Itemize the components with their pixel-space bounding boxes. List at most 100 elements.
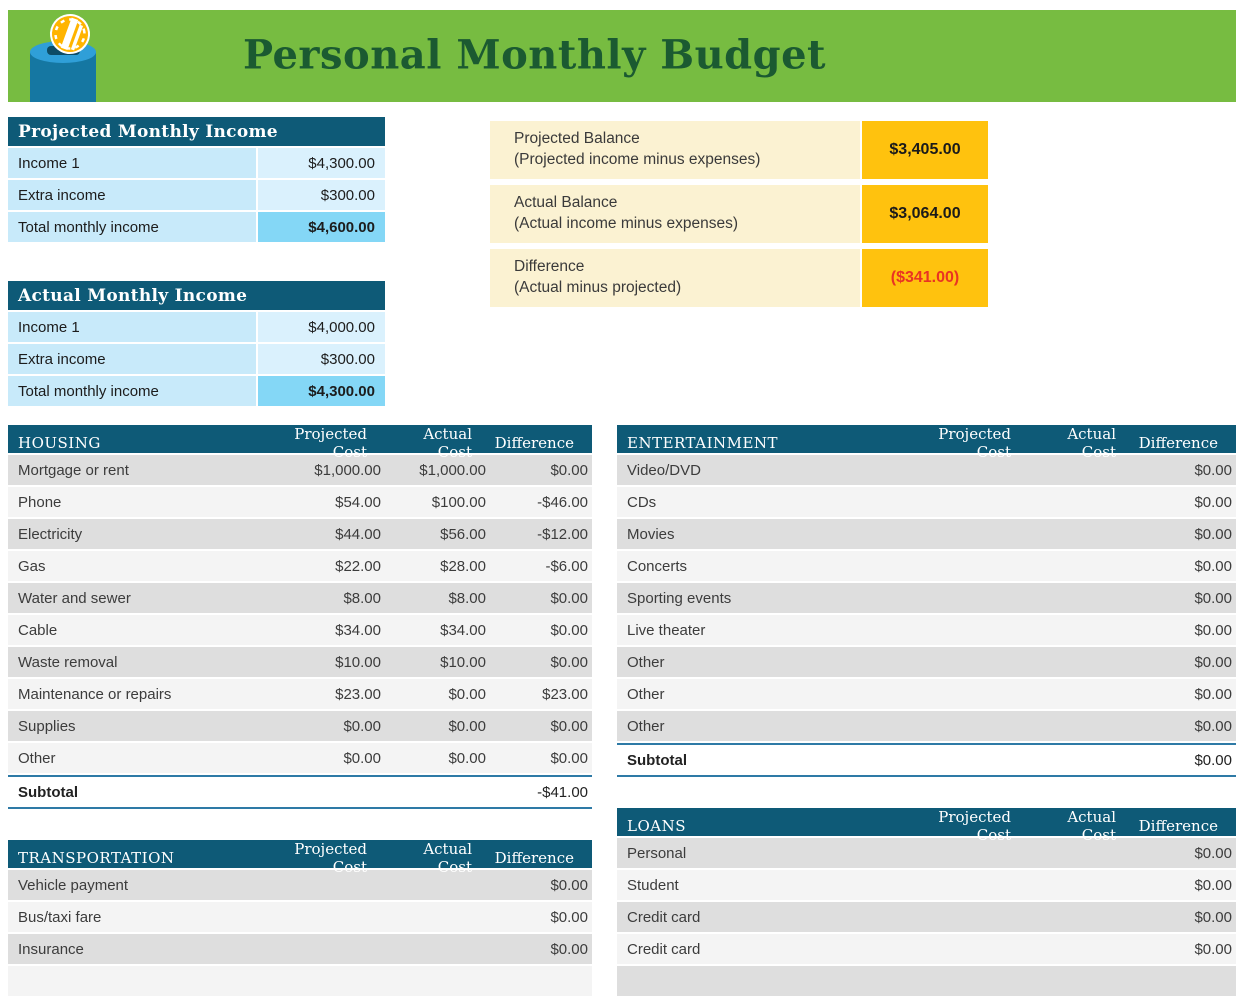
expense-value-cell[interactable]: $8.00 — [343, 589, 381, 607]
expense-row-label-cell[interactable]: Concerts — [627, 557, 688, 575]
expense-row-label-cell[interactable]: Mortgage or rent — [18, 461, 129, 479]
balance-row-label-cell[interactable]: Projected Balance (Projected income minus… — [490, 121, 860, 179]
expense-value-cell[interactable]: $0.00 — [1194, 589, 1232, 607]
expense-value-cell[interactable]: -$46.00 — [537, 493, 588, 511]
expense-row-label-cell[interactable]: Credit card — [627, 940, 701, 958]
expense-row-label-cell[interactable]: CDs — [627, 493, 657, 511]
income-tables: Projected Monthly Income Income 1 $4,300.0… — [8, 117, 385, 408]
expense-value-cell[interactable]: $0.00 — [1194, 461, 1232, 479]
table-row: CDs $0.00 — [617, 487, 1236, 517]
expense-value-cell[interactable]: $0.00 — [1194, 621, 1232, 639]
expense-value-cell[interactable]: $0.00 — [343, 749, 381, 767]
expense-value-cell[interactable]: $0.00 — [1194, 876, 1232, 894]
expense-value-cell[interactable]: $0.00 — [550, 749, 588, 767]
table-row: Personal $0.00 — [617, 838, 1236, 868]
expense-value-cell[interactable]: $10.00 — [440, 653, 486, 671]
expense-table: ENTERTAINMENT Projected Cost Actual Cost Di… — [617, 425, 1236, 777]
expense-value-cell[interactable]: $0.00 — [1194, 557, 1232, 575]
expense-value-cell[interactable]: $0.00 — [448, 717, 486, 735]
expense-row-label-cell[interactable]: Movies — [627, 525, 675, 543]
expense-value-cell[interactable]: $23.00 — [335, 685, 381, 703]
expense-value-cell[interactable]: $0.00 — [550, 621, 588, 639]
income-row-value-cell[interactable]: $300.00 — [258, 344, 385, 374]
expense-value-cell[interactable]: $0.00 — [1194, 493, 1232, 511]
income-row-label-cell[interactable]: Total monthly income — [8, 376, 256, 406]
expense-value-cell[interactable]: $0.00 — [550, 908, 588, 926]
income-row-value-cell[interactable]: $4,600.00 — [258, 212, 385, 242]
expense-value-cell[interactable]: $0.00 — [448, 749, 486, 767]
expense-value-cell[interactable]: $1,000.00 — [419, 461, 486, 479]
expense-row-label-cell[interactable]: Maintenance or repairs — [18, 685, 172, 703]
income-row-value-cell[interactable]: $300.00 — [258, 180, 385, 210]
expense-row-label-cell[interactable]: Gas — [18, 557, 46, 575]
income-row-label-cell[interactable]: Total monthly income — [8, 212, 256, 242]
expense-value-cell[interactable]: $0.00 — [1194, 844, 1232, 862]
expense-value-cell[interactable]: $0.00 — [550, 876, 588, 894]
expense-row-label-cell[interactable]: Waste removal — [18, 653, 118, 671]
income-row: Extra income $300.00 — [8, 344, 385, 374]
expense-value-cell[interactable]: $0.00 — [550, 717, 588, 735]
income-row-label-cell[interactable]: Extra income — [8, 344, 256, 374]
expense-table: HOUSING Projected Cost Actual Cost Differen… — [8, 425, 592, 809]
expense-value-cell[interactable]: $100.00 — [431, 493, 486, 511]
balance-row-label-cell[interactable]: Actual Balance (Actual income minus expen… — [490, 185, 860, 243]
expense-value-cell[interactable]: $23.00 — [542, 685, 588, 703]
income-row-value-cell[interactable]: $4,300.00 — [258, 148, 385, 178]
expense-value-cell[interactable]: $0.00 — [1194, 653, 1232, 671]
table-row: Electricity $44.00 $56.00 -$12.00 — [8, 519, 592, 549]
income-row-label-cell[interactable]: Extra income — [8, 180, 256, 210]
expense-value-cell[interactable]: $54.00 — [335, 493, 381, 511]
expense-row-label-cell[interactable]: Other — [627, 685, 665, 703]
expense-row-label-cell[interactable]: Supplies — [18, 717, 76, 735]
balance-value-cell[interactable]: $3,405.00 — [862, 121, 988, 179]
expense-value-cell[interactable]: $0.00 — [550, 653, 588, 671]
expense-value-cell[interactable]: $22.00 — [335, 557, 381, 575]
expense-value-cell[interactable]: $0.00 — [550, 589, 588, 607]
expense-row-label-cell[interactable]: Bus/taxi fare — [18, 908, 102, 926]
expense-row-label-cell[interactable]: Insurance — [18, 940, 84, 958]
expense-value-cell[interactable]: $8.00 — [448, 589, 486, 607]
expense-value-cell[interactable]: $1,000.00 — [314, 461, 381, 479]
page-title: Personal Monthly Budget — [242, 31, 827, 79]
expense-value-cell[interactable]: $0.00 — [448, 685, 486, 703]
expense-value-cell[interactable]: $0.00 — [1194, 908, 1232, 926]
expense-value-cell[interactable]: $0.00 — [343, 717, 381, 735]
balance-value-cell[interactable]: ($341.00) — [862, 249, 988, 307]
expense-row-label-cell[interactable]: Personal — [627, 844, 687, 862]
expense-row-label-cell[interactable]: Electricity — [18, 525, 83, 543]
expense-value-cell[interactable]: $0.00 — [550, 461, 588, 479]
expense-value-cell[interactable]: $0.00 — [1194, 525, 1232, 543]
expense-value-cell[interactable]: $0.00 — [550, 940, 588, 958]
balance-value-cell[interactable]: $3,064.00 — [862, 185, 988, 243]
expense-row-label-cell[interactable]: Other — [18, 749, 56, 767]
expense-value-cell[interactable]: $10.00 — [335, 653, 381, 671]
table-row: Other $0.00 $0.00 $0.00 — [8, 743, 592, 773]
income-row-value-cell[interactable]: $4,300.00 — [258, 376, 385, 406]
expense-row-label-cell[interactable]: Credit card — [627, 908, 701, 926]
expense-row-label-cell[interactable]: Water and sewer — [18, 589, 131, 607]
expense-value-cell[interactable]: $56.00 — [440, 525, 486, 543]
expense-value-cell[interactable]: $0.00 — [1194, 940, 1232, 958]
expense-value-cell[interactable]: -$6.00 — [545, 557, 588, 575]
income-row: Income 1 $4,000.00 — [8, 312, 385, 342]
expense-row-label-cell[interactable]: Sporting events — [627, 589, 732, 607]
expense-row-label-cell[interactable]: Cable — [18, 621, 58, 639]
income-row-label-cell[interactable]: Income 1 — [8, 312, 256, 342]
expense-value-cell[interactable]: $0.00 — [1194, 685, 1232, 703]
expense-value-cell[interactable]: $34.00 — [335, 621, 381, 639]
expense-row-label-cell[interactable]: Vehicle payment — [18, 876, 129, 894]
income-row-value-cell[interactable]: $4,000.00 — [258, 312, 385, 342]
expense-row-label-cell[interactable]: Phone — [18, 493, 62, 511]
expense-value-cell[interactable]: $44.00 — [335, 525, 381, 543]
expense-value-cell[interactable]: $0.00 — [1194, 717, 1232, 735]
expense-value-cell[interactable]: -$12.00 — [537, 525, 588, 543]
expense-row-label-cell[interactable]: Student — [627, 876, 679, 894]
expense-row-label-cell[interactable]: Live theater — [627, 621, 706, 639]
balance-row-label-cell[interactable]: Difference (Actual minus projected) — [490, 249, 860, 307]
expense-row-label-cell[interactable]: Other — [627, 717, 665, 735]
expense-row-label-cell[interactable]: Other — [627, 653, 665, 671]
expense-row-label-cell[interactable]: Video/DVD — [627, 461, 701, 479]
income-row-label-cell[interactable]: Income 1 — [8, 148, 256, 178]
expense-value-cell[interactable]: $34.00 — [440, 621, 486, 639]
expense-value-cell[interactable]: $28.00 — [440, 557, 486, 575]
